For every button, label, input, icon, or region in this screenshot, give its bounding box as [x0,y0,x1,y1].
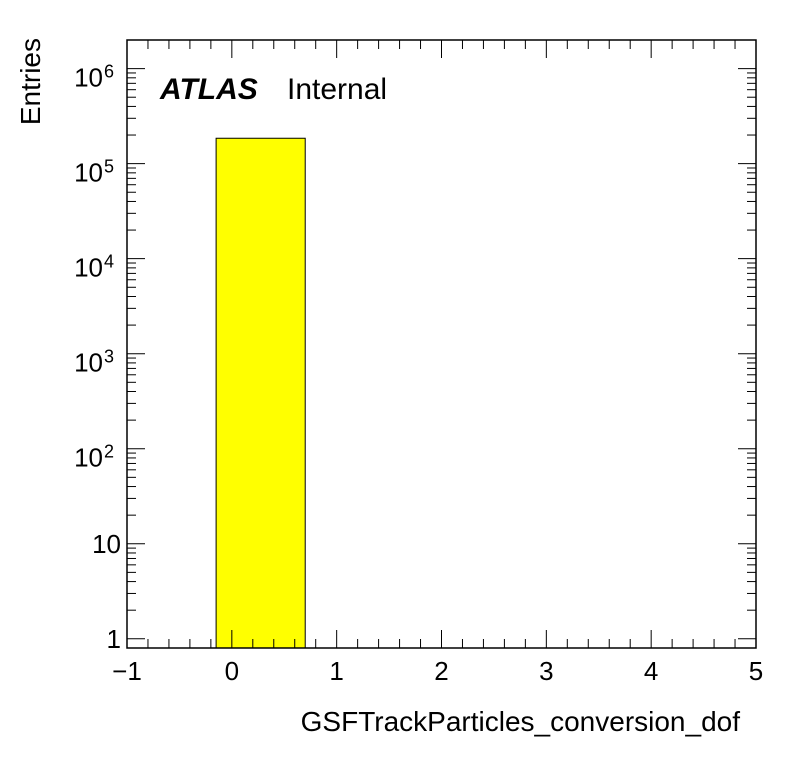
y-tick-exponent: 5 [104,157,114,177]
y-axis-title: Entries [15,38,46,125]
bars-layer [215,137,306,649]
x-tick-label: 4 [644,656,658,686]
y-tick-exponent: 6 [104,62,114,82]
y-tick-exponent: 3 [104,347,114,367]
internal-label: Internal [287,73,387,106]
y-tick-base: 10 [74,63,103,93]
y-tick-label: 1 [107,624,121,654]
y-tick-label: 210 [74,442,114,473]
y-tick-exponent: 2 [104,442,114,462]
x-tick-label: 0 [225,656,239,686]
y-tick-label: 410 [74,252,114,283]
y-tick-label: 610 [74,62,114,93]
y-tick-base: 10 [74,253,103,283]
y-tick-base: 10 [74,348,103,378]
histogram-bar-0 [215,137,306,649]
y-tick-base: 1 [107,624,121,654]
y-tick-base: 10 [74,443,103,473]
y-tick-label: 10 [92,529,121,559]
atlas-label: ATLAS [159,73,258,106]
y-tick-base: 10 [74,158,103,188]
y-tick-exponent: 4 [104,252,114,272]
x-axis-title: GSFTrackParticles_conversion_dof [301,706,741,737]
x-tick-label: 2 [434,656,448,686]
x-tick-labels: −1 0 1 2 3 4 5 [112,656,763,686]
y-tick-label: 310 [74,347,114,378]
x-tick-label: 1 [329,656,343,686]
plot-frame [126,39,757,649]
y-tick-base: 10 [92,529,121,559]
x-tick-label: 5 [749,656,763,686]
x-tick-label: 3 [539,656,553,686]
x-tick-label: −1 [112,656,142,686]
y-tick-label: 510 [74,157,114,188]
